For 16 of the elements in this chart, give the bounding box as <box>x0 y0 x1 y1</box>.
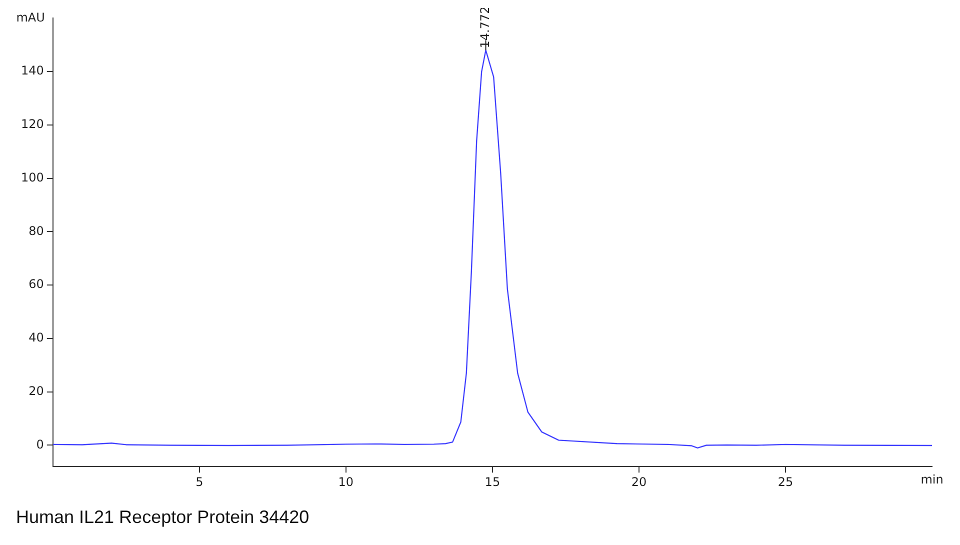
x-tick-label: 25 <box>778 474 794 489</box>
y-tick-label: 20 <box>28 384 44 398</box>
y-tick-label: 60 <box>28 277 44 292</box>
y-tick-label: 100 <box>21 170 44 184</box>
y-axis-title: mAU <box>16 10 45 24</box>
y-tick-label: 120 <box>21 117 44 132</box>
y-tick-label: 40 <box>28 330 44 345</box>
x-tick-label: 20 <box>631 474 647 489</box>
x-tick-label: 15 <box>484 474 500 489</box>
y-tick-label: 80 <box>28 224 44 238</box>
y-tick-label: 0 <box>36 437 44 452</box>
x-tick-label: 10 <box>338 474 354 489</box>
x-tick-label: 5 <box>196 474 204 489</box>
y-tick-label: 140 <box>21 64 44 78</box>
text: Human IL21 Receptor Protein 34420 <box>16 507 310 528</box>
x-axis-title: min <box>920 472 944 487</box>
